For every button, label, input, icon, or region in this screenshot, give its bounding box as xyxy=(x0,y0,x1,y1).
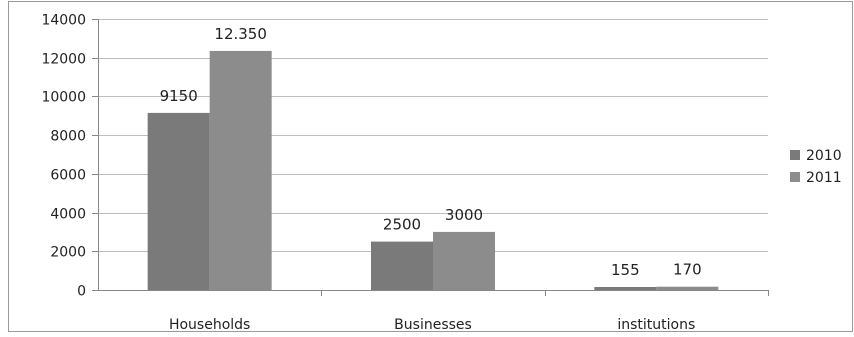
axes: 0 2000 4000 6000 8000 10000 12000 14000 Househol… xyxy=(41,13,769,333)
data-label: 12.350 xyxy=(214,25,267,43)
legend-swatch-2011 xyxy=(790,172,800,182)
legend-label: 2010 xyxy=(806,148,842,164)
data-label: 170 xyxy=(673,261,702,279)
y-tick-label: 14000 xyxy=(41,13,86,29)
bar-2011-institutions xyxy=(656,286,719,290)
y-tick-label: 0 xyxy=(77,284,86,300)
y-tick-label: 4000 xyxy=(50,207,86,223)
y-tick-label: 12000 xyxy=(41,52,86,68)
data-label: 2500 xyxy=(383,216,421,234)
legend-swatch-2010 xyxy=(790,150,800,160)
data-labels: 9150 12.350 2500 3000 155 170 xyxy=(160,25,702,279)
y-tick-label: 10000 xyxy=(41,90,86,106)
x-tick-label: Businesses xyxy=(394,317,472,333)
data-label: 155 xyxy=(611,261,640,279)
data-label: 9150 xyxy=(160,87,198,105)
bar-2010-businesses xyxy=(371,241,433,290)
legend-label: 2011 xyxy=(806,170,842,186)
y-tick-label: 6000 xyxy=(50,168,86,184)
bar-2011-households xyxy=(209,50,272,290)
y-tick-label: 2000 xyxy=(50,245,86,261)
legend: 2010 2011 xyxy=(790,148,842,186)
bar-2010-institutions xyxy=(594,286,657,290)
bar-2011-businesses xyxy=(433,231,495,290)
bar-2010-households xyxy=(147,112,210,290)
y-tick-label: 8000 xyxy=(50,129,86,145)
x-tick-label: Households xyxy=(169,317,250,333)
x-tick-label: institutions xyxy=(617,317,695,333)
bars xyxy=(147,50,719,290)
data-label: 3000 xyxy=(445,206,483,224)
